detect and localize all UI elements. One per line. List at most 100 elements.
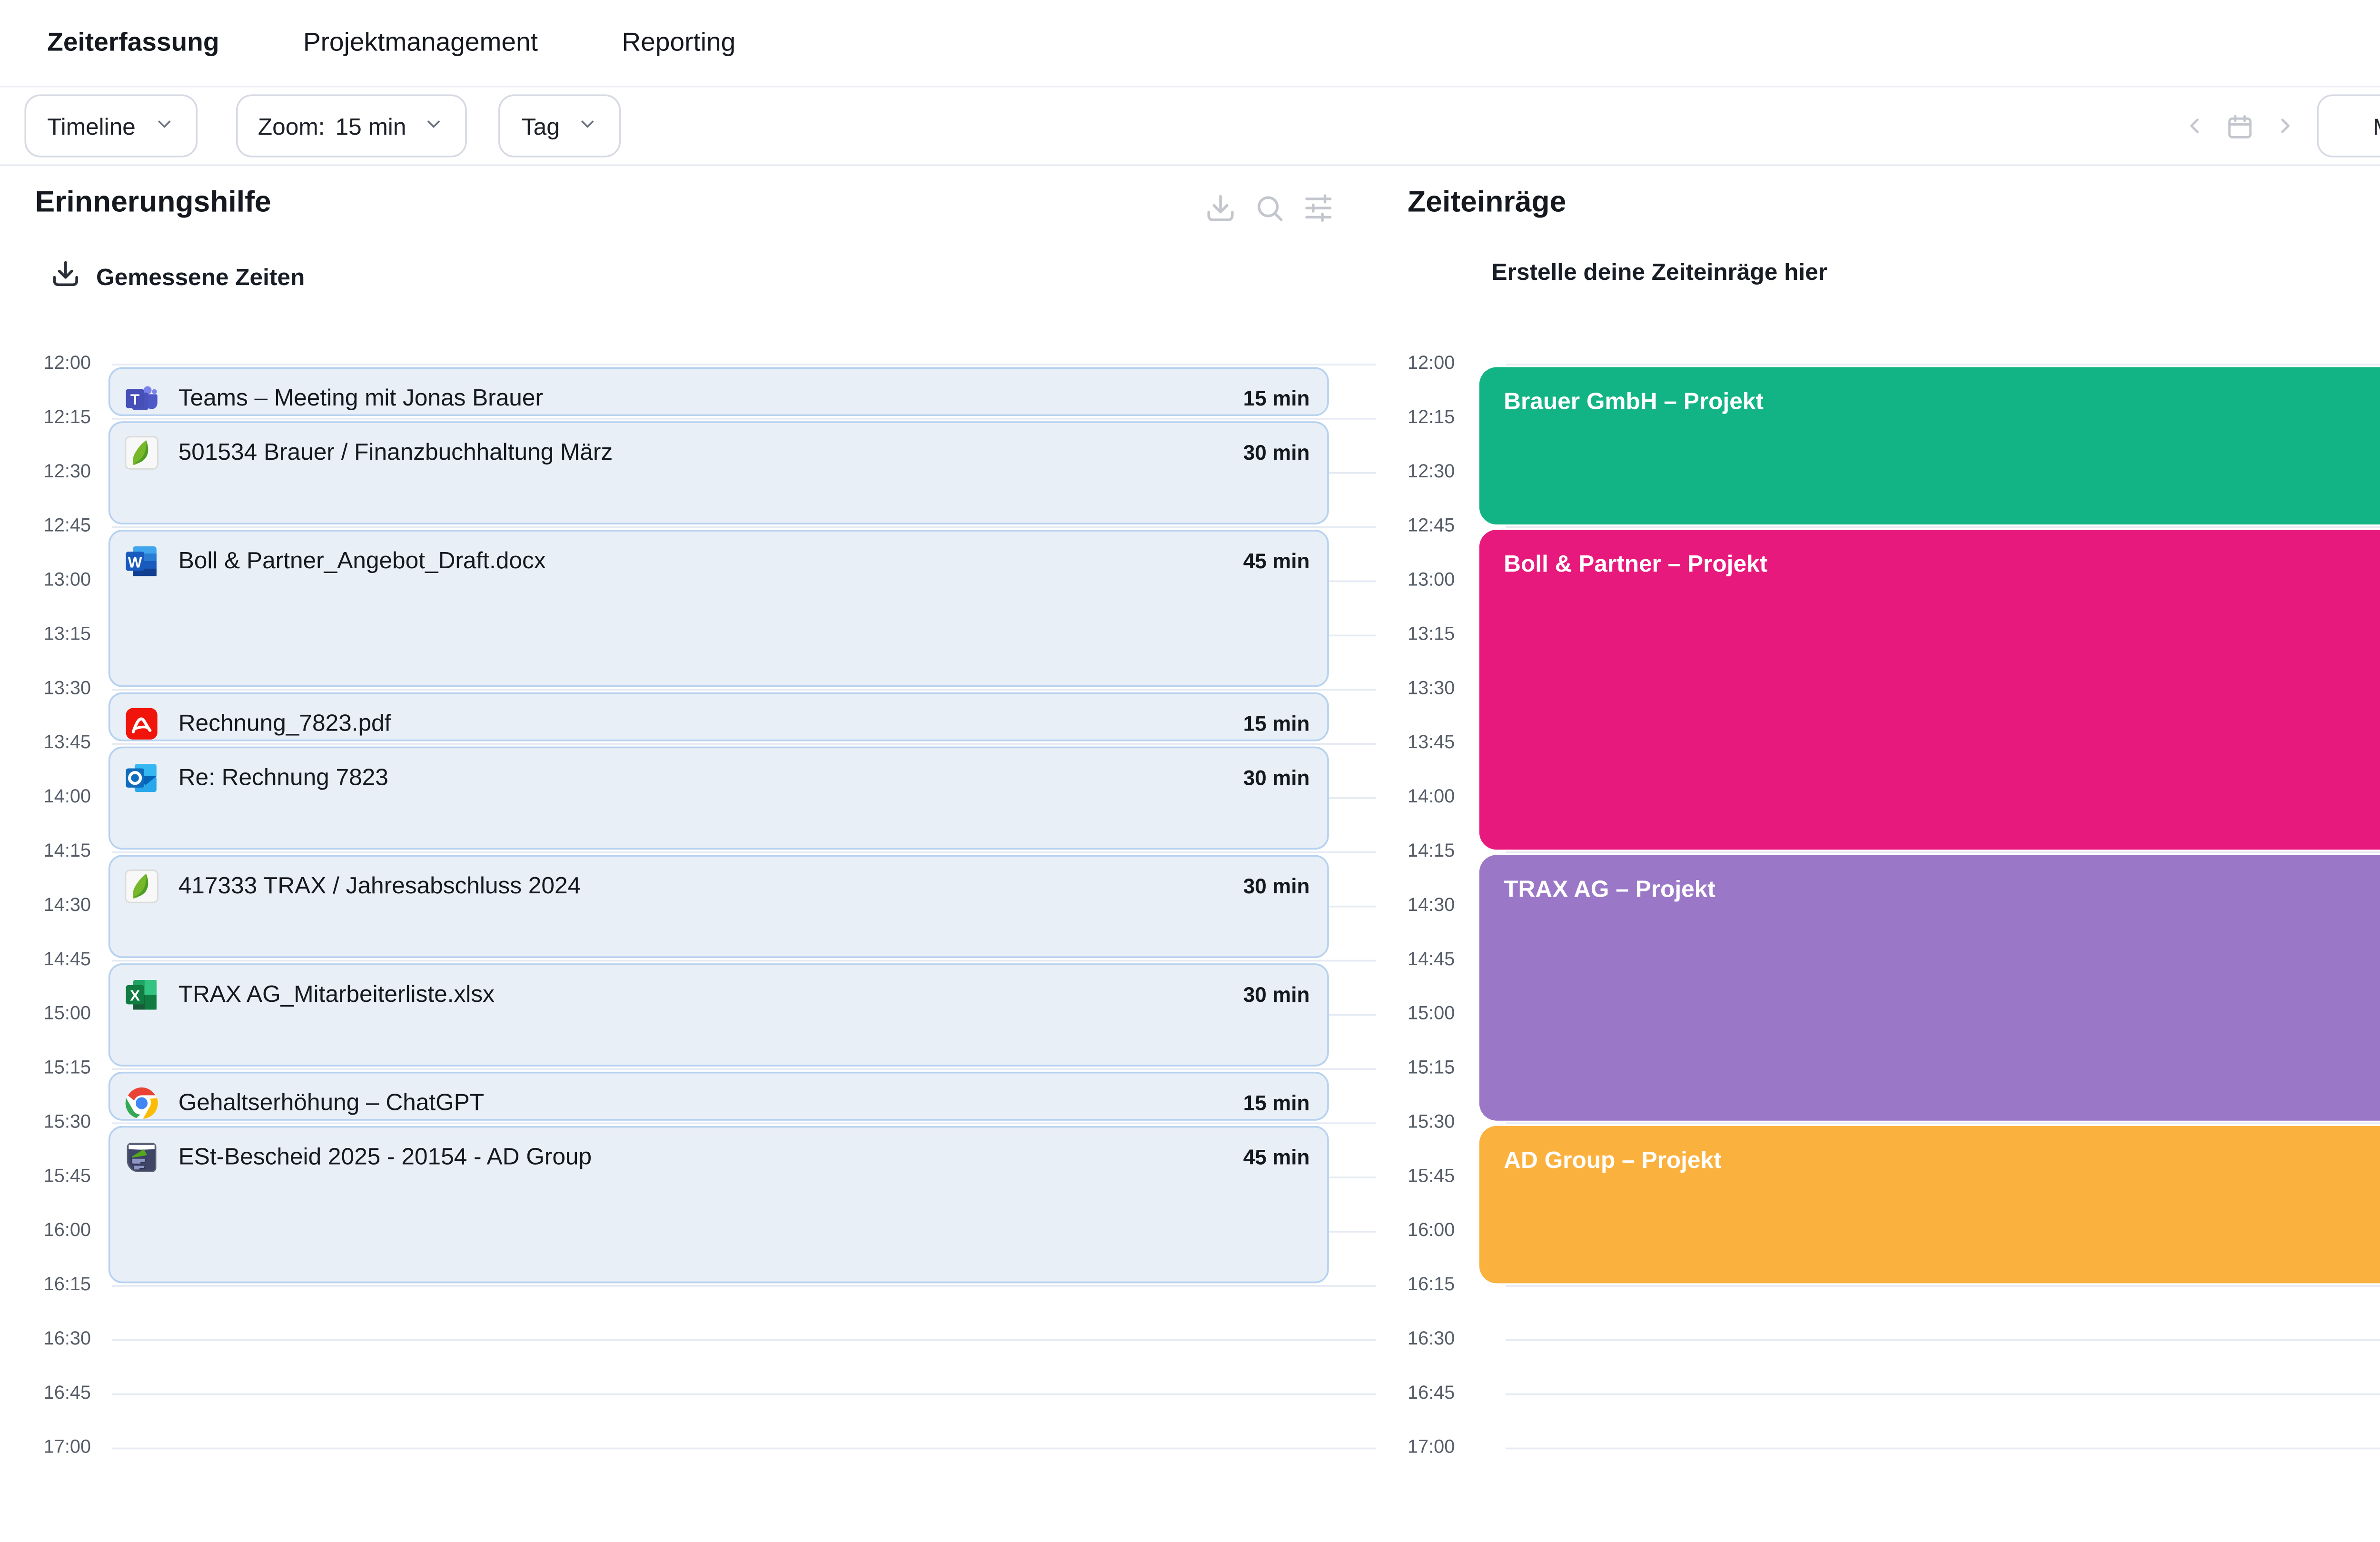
left-panel-actions: [1203, 190, 1334, 224]
measured-entry-row: 501534 Brauer / Finanzbuchhaltung März 30…: [110, 422, 1327, 474]
measured-entry-row: Rechnung_7823.pdf 15 min: [110, 693, 1327, 739]
time-entry-block[interactable]: Boll & Partner – Projekt1h 30 min: [1479, 529, 2380, 849]
measured-entry-row: Re: Rechnung 7823 30 min: [110, 747, 1327, 800]
time-label: 13:45: [1408, 732, 1455, 754]
toolbar: Timeline Zoom: 15 min Tag: [0, 88, 2380, 166]
time-entry-title: AD Group – Projekt: [1504, 1146, 1722, 1173]
search-button[interactable]: [1252, 190, 1285, 224]
grid-line: [112, 689, 1377, 691]
nav-item-zeiterfassung[interactable]: Zeiterfassung: [47, 28, 219, 58]
time-label: 16:30: [43, 1328, 91, 1350]
time-label: 14:30: [43, 895, 91, 916]
time-label: 13:15: [43, 624, 91, 645]
time-entry-title: Boll & Partner – Projekt: [1504, 550, 1768, 576]
grid-line: [112, 1447, 1377, 1450]
grid-line: [1505, 1447, 2380, 1450]
measured-entry-row: T Teams – Meeting mit Jonas Brauer 15 min: [110, 368, 1327, 414]
time-entry-row: Brauer GmbH – Projekt45 min: [1479, 366, 2380, 414]
view-dropdown[interactable]: Timeline: [24, 94, 197, 158]
measured-entry[interactable]: 501534 Brauer / Finanzbuchhaltung März 30…: [108, 420, 1329, 524]
measured-entry-row: X TRAX AG_Mitarbeiterliste.xlsx 30 min: [110, 964, 1327, 1017]
zoom-dropdown-value: 15 min: [335, 112, 407, 139]
time-label: 13:00: [1408, 570, 1455, 591]
chevron-down-icon: [424, 113, 445, 139]
prev-day-button[interactable]: [2181, 112, 2209, 140]
time-label: 12:30: [1408, 461, 1455, 483]
measured-entry[interactable]: Re: Rechnung 7823 30 min: [108, 745, 1329, 849]
excel-icon: X: [124, 977, 159, 1011]
measured-times-subheader: Gemessene Zeiten: [51, 259, 305, 294]
zoom-dropdown[interactable]: Zoom: 15 min: [235, 94, 467, 158]
measured-entry-title: Gehaltserhöhung – ChatGPT: [178, 1089, 485, 1116]
svg-text:T: T: [130, 390, 139, 407]
time-label: 17:00: [1408, 1437, 1455, 1458]
calendar-icon[interactable]: [2226, 112, 2254, 140]
download-icon: [1204, 191, 1235, 223]
time-entry-title: Brauer GmbH – Projekt: [1504, 387, 1764, 414]
filter-button[interactable]: [1301, 190, 1334, 224]
time-label: 15:15: [43, 1058, 91, 1079]
time-label: 13:15: [1408, 624, 1455, 645]
grid-line: [112, 851, 1377, 853]
grid-line: [112, 743, 1377, 745]
time-label: 15:45: [1408, 1166, 1455, 1187]
chrome-icon: [124, 1085, 159, 1118]
grid-line: [112, 1393, 1377, 1395]
datev-icon: [124, 435, 159, 469]
time-label: 13:45: [43, 732, 91, 754]
time-entry-block[interactable]: Brauer GmbH – Projekt45 min: [1479, 366, 2380, 524]
measured-entry-title: Rechnung_7823.pdf: [178, 710, 391, 736]
grid-line: [1505, 851, 2380, 853]
zoom-dropdown-prefix: Zoom:: [258, 112, 325, 139]
time-label: 16:15: [43, 1274, 91, 1296]
time-label: 16:30: [1408, 1328, 1455, 1350]
grid-line: [112, 417, 1377, 420]
measured-entry-duration: 30 min: [1243, 981, 1310, 1007]
time-entry-block[interactable]: TRAX AG – Projekt1h 15 min: [1479, 854, 2380, 1120]
download-icon[interactable]: [51, 259, 80, 294]
grid-line: [1505, 1285, 2380, 1287]
day-dropdown[interactable]: Tag: [499, 94, 621, 158]
grid-line: [1505, 1339, 2380, 1341]
measured-times-label: Gemessene Zeiten: [96, 263, 305, 289]
next-day-button[interactable]: [2271, 112, 2300, 140]
time-label: 14:30: [1408, 895, 1455, 916]
chevron-down-icon: [577, 113, 598, 139]
measured-entry-duration: 30 min: [1243, 873, 1310, 898]
time-label: 14:15: [43, 840, 91, 862]
measured-entry-duration: 15 min: [1243, 386, 1310, 410]
view-dropdown-label: Timeline: [47, 112, 136, 139]
measured-entry[interactable]: Gehaltserhöhung – ChatGPT 15 min: [108, 1071, 1329, 1120]
top-navigation: Zeiterfassung Projektmanagement Reportin…: [0, 0, 2380, 88]
export-button[interactable]: [1203, 190, 1236, 224]
measured-entry-row: ESt-Bescheid 2025 - 20154 - AD Group 45 m…: [110, 1127, 1327, 1179]
nav-items: Zeiterfassung Projektmanagement Reportin…: [0, 28, 735, 58]
time-label: 15:30: [1408, 1112, 1455, 1133]
date-picker-button[interactable]: Montag, 31. März 2025: [2317, 94, 2380, 158]
measured-entry[interactable]: W Boll & Partner_Angebot_Draft.docx 45 min: [108, 529, 1329, 686]
measured-entry-title: Boll & Partner_Angebot_Draft.docx: [178, 547, 546, 573]
create-entries-label: Erstelle deine Zeiteinräge hier: [1491, 258, 1828, 285]
time-label: 16:45: [43, 1383, 91, 1404]
time-label: 13:30: [1408, 678, 1455, 700]
nav-item-reporting[interactable]: Reporting: [622, 28, 736, 58]
time-label: 12:45: [1408, 515, 1455, 537]
nav-item-projektmanagement[interactable]: Projektmanagement: [303, 28, 538, 58]
measured-entry-duration: 15 min: [1243, 711, 1310, 735]
time-label: 15:45: [43, 1166, 91, 1187]
time-label: 14:45: [1408, 949, 1455, 970]
time-label: 17:00: [43, 1437, 91, 1458]
measured-entry[interactable]: X TRAX AG_Mitarbeiterliste.xlsx 30 min: [108, 962, 1329, 1066]
measured-entry[interactable]: T Teams – Meeting mit Jonas Brauer 15 min: [108, 366, 1329, 415]
est-icon: [124, 1139, 159, 1174]
grid-line: [1505, 364, 2380, 366]
measured-entry-row: Gehaltserhöhung – ChatGPT 15 min: [110, 1073, 1327, 1118]
time-entry-block[interactable]: AD Group – Projekt45 min: [1479, 1125, 2380, 1283]
measured-entry-duration: 45 min: [1243, 1144, 1310, 1169]
measured-entry[interactable]: Rechnung_7823.pdf 15 min: [108, 691, 1329, 741]
time-label: 14:15: [1408, 840, 1455, 862]
measured-entry[interactable]: ESt-Bescheid 2025 - 20154 - AD Group 45 m…: [108, 1125, 1329, 1283]
measured-entry[interactable]: 417333 TRAX / Jahresabschluss 2024 30 min: [108, 854, 1329, 958]
time-label: 14:00: [43, 787, 91, 808]
